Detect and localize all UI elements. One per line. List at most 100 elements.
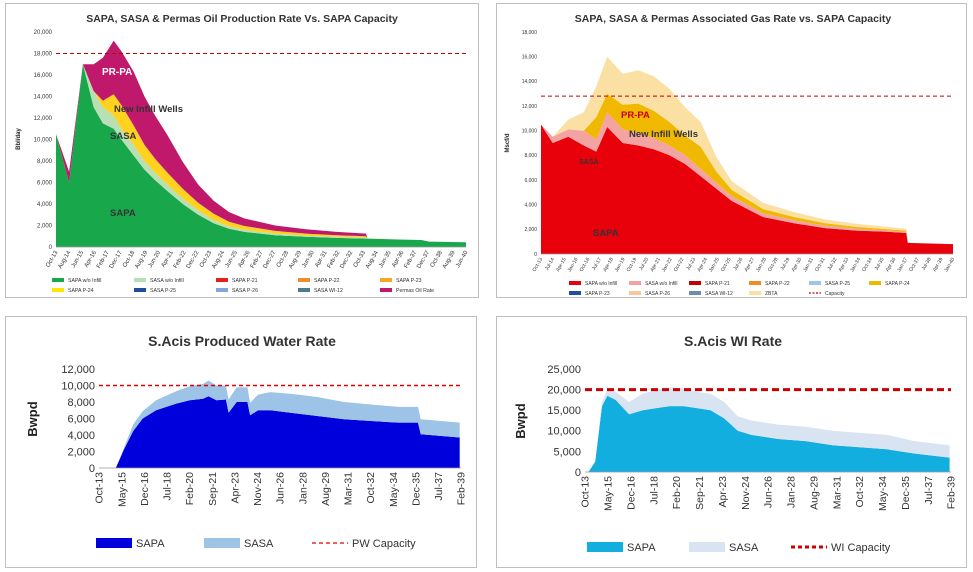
y-tick-label: 12,000 (61, 364, 95, 376)
x-tick-label: Oct-28 (767, 257, 780, 273)
x-tick-label: Dec-37 (416, 249, 431, 269)
legend-swatch (569, 281, 581, 285)
legend-swatch (749, 281, 761, 285)
annotation-sapa: SAPA (593, 228, 619, 239)
legend-label: Permas Oil Rate (396, 288, 434, 294)
legend-label: SAPA P-23 (585, 291, 610, 297)
legend-swatch (629, 281, 641, 285)
legend-label: SASA w/o Infill (150, 278, 184, 284)
x-tick-label: Jan-25 (708, 257, 721, 273)
y-tick-label: 18,000 (34, 52, 53, 58)
x-tick-label: Aug-29 (320, 472, 332, 506)
y-tick-label: 20,000 (547, 384, 581, 396)
y-tick-label: 0 (49, 245, 53, 251)
legend-swatch (298, 278, 310, 282)
series-area-new-infill-wells (541, 93, 953, 245)
y-tick-label: 16,000 (522, 54, 538, 60)
y-tick-label: 15,000 (547, 405, 581, 417)
x-tick-label: Nov-24 (252, 472, 264, 506)
x-tick-label: Jan-37 (896, 257, 909, 273)
annotation-sasa: SASA (110, 131, 137, 142)
legend-swatch (216, 288, 228, 292)
legend-label: SAPA w/o Infill (68, 278, 101, 284)
y-axis-label: Mscf/d (505, 133, 511, 152)
chart-title: SAPA, SASA & Permas Associated Gas Rate … (575, 13, 892, 25)
x-tick-label: Feb-20 (671, 476, 683, 509)
x-tick-label: May-34 (877, 476, 889, 511)
y-tick-label: 4,000 (37, 202, 53, 208)
x-tick-label: Jul-18 (648, 476, 660, 505)
gas-rate-panel: SAPA, SASA & Permas Associated Gas Rate … (496, 3, 967, 298)
x-tick-label: May-34 (388, 472, 400, 507)
x-tick-label: Apr-23 (717, 476, 729, 508)
legend-label: SAPA P-21 (705, 281, 730, 287)
oil-production-chart: SAPA, SASA & Permas Oil Production Rate … (16, 13, 470, 294)
legend-swatch (52, 288, 64, 292)
annotation-pr-pa: PR-PA (102, 67, 132, 78)
legend-label: SASA P-25 (150, 288, 176, 294)
x-tick-label: Apr-23 (229, 472, 241, 504)
legend-label: SASA P-25 (825, 281, 850, 287)
legend-label: SAPA P-22 (765, 281, 790, 287)
x-tick-label: Oct-37 (908, 257, 921, 273)
x-tick-label: Oct-32 (365, 472, 377, 504)
x-tick-label: Mar-31 (831, 476, 843, 509)
legend-label: SAPA P-24 (885, 281, 910, 287)
legend-label: SASA P-26 (232, 288, 258, 294)
legend-swatch (569, 291, 581, 295)
legend-label: SASA WI-12 (314, 288, 343, 294)
y-tick-label: 6,000 (37, 181, 53, 187)
x-tick-label: Jan-28 (755, 257, 768, 273)
y-tick-label: 6,000 (67, 413, 95, 425)
x-tick-label: Sep-21 (207, 472, 219, 506)
wi-rate-chart: S.Acis WI Rate 0 5,000 10,000 15,000 20,000 25… (513, 333, 958, 554)
x-tick-label: Oct-19 (626, 257, 639, 273)
x-tick-label: May-15 (116, 472, 128, 507)
chart-title: S.Acis WI Rate (684, 333, 782, 349)
legend-swatch (134, 278, 146, 282)
legend-label: SAPA (136, 538, 165, 550)
y-tick-label: 10,000 (547, 426, 581, 438)
y-axis-label: Bwpd (513, 403, 528, 438)
legend-label: SAPA (627, 542, 656, 554)
series-area-sasa (115, 380, 460, 468)
x-tick-label: Dec-16 (139, 472, 151, 506)
series-area-sapa (588, 395, 950, 472)
y-tick-label: 0 (575, 467, 581, 479)
x-tick-label: Oct-13 (532, 257, 545, 273)
series-area-sasa (56, 64, 466, 243)
x-tick-label: Mar-31 (343, 472, 355, 505)
legend-label: SASA w/o Infill (645, 281, 678, 287)
legend-swatch (587, 542, 623, 552)
x-tick-label: Jun-26 (275, 472, 287, 504)
gas-rate-chart: SAPA, SASA & Permas Associated Gas Rate … (505, 13, 956, 297)
legend-swatch (52, 278, 64, 282)
legend-swatch (689, 542, 725, 552)
x-tick-label: Oct-25 (720, 257, 733, 273)
legend-swatch (629, 291, 641, 295)
y-tick-label: 0 (534, 252, 537, 258)
y-tick-label: 4,000 (524, 202, 537, 208)
legend-label: SAPA P-24 (68, 288, 94, 294)
series-area-sasa (588, 387, 950, 472)
series-area-sapa-w-o-infill (56, 64, 466, 247)
chart-title: S.Acis Produced Water Rate (148, 333, 336, 349)
x-tick-label: Dec-17 (109, 249, 124, 269)
x-tick-label: Feb-39 (946, 476, 958, 509)
x-tick-label: Dec-35 (900, 476, 912, 510)
y-tick-label: 2,000 (524, 227, 537, 233)
legend-swatch (380, 278, 392, 282)
x-tick-label: Dec-22 (186, 249, 201, 269)
x-tick-label: Dec-16 (625, 476, 637, 510)
produced-water-panel: S.Acis Produced Water Rate 0 2,000 4,000 6,0… (5, 316, 477, 568)
y-tick-label: 18,000 (522, 30, 538, 36)
legend-swatch (298, 288, 310, 292)
y-tick-label: 12,000 (522, 104, 538, 110)
x-tick-label: Jan-22 (661, 257, 674, 273)
y-tick-label: 25,000 (547, 364, 581, 376)
legend-label: SAPA P-22 (314, 278, 340, 284)
legend-label: SASA (729, 542, 759, 554)
x-tick-label: Oct-31 (814, 257, 827, 273)
legend-swatch (689, 281, 701, 285)
chart-title: SAPA, SASA & Permas Oil Production Rate … (86, 13, 398, 25)
